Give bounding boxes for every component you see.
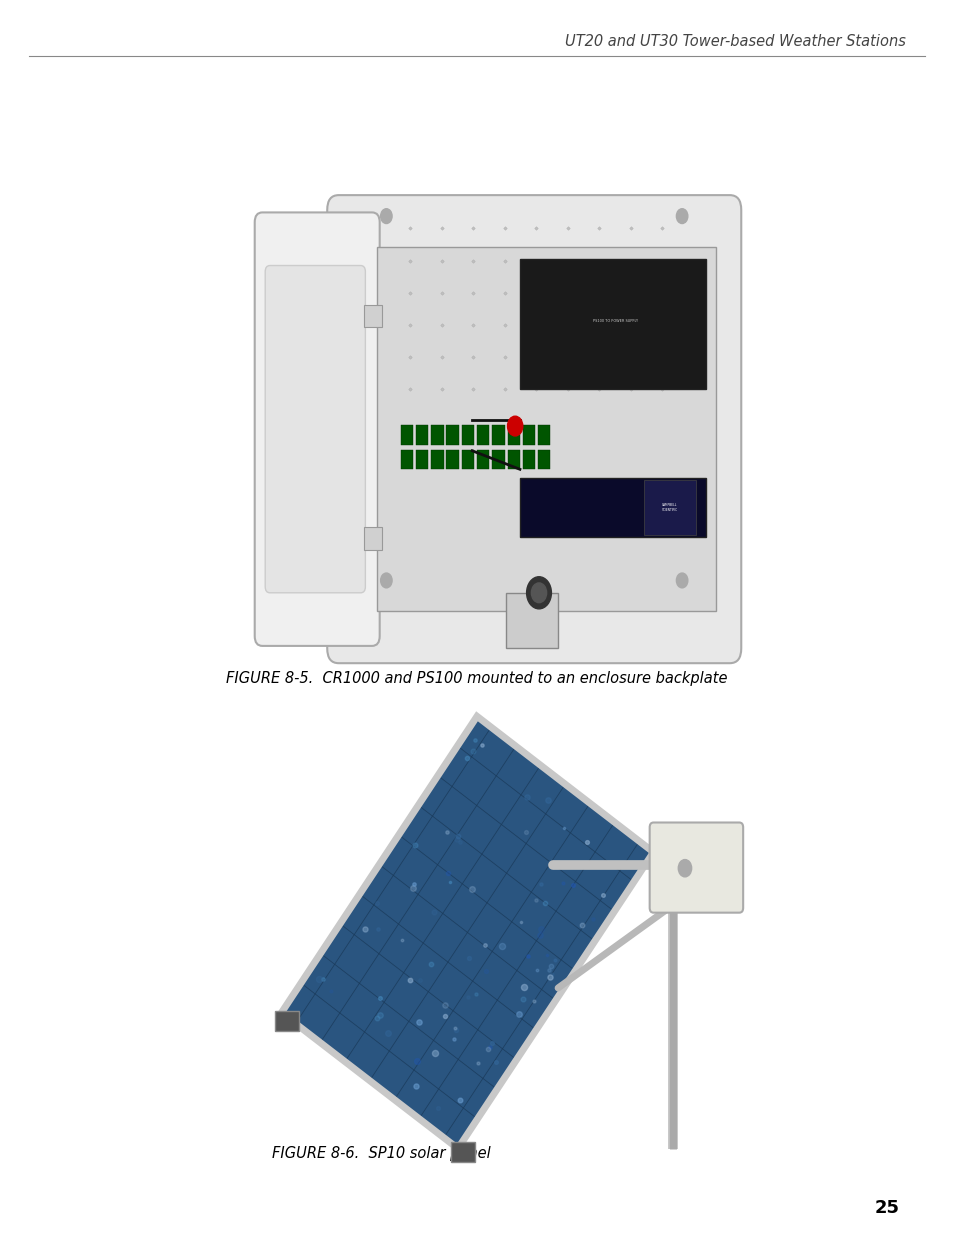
Circle shape — [507, 416, 522, 436]
Circle shape — [676, 573, 687, 588]
Bar — [364, 305, 381, 327]
Bar — [364, 527, 381, 550]
Bar — [274, 1011, 298, 1031]
Text: CAMPBELL
SCIENTIFIC: CAMPBELL SCIENTIFIC — [661, 504, 677, 511]
Bar — [522, 450, 535, 469]
Text: FIGURE 8-6.  SP10 solar panel: FIGURE 8-6. SP10 solar panel — [272, 1146, 490, 1161]
Bar — [431, 425, 443, 445]
Bar — [476, 450, 489, 469]
FancyBboxPatch shape — [327, 195, 740, 663]
Bar — [519, 259, 705, 389]
Bar — [446, 425, 458, 445]
Bar — [376, 247, 715, 611]
FancyBboxPatch shape — [649, 823, 742, 913]
Polygon shape — [281, 716, 653, 1149]
Text: 25: 25 — [874, 1199, 899, 1216]
Bar — [451, 1142, 475, 1162]
Text: PS100 TO POWER SUPPLY: PS100 TO POWER SUPPLY — [592, 319, 638, 324]
Bar — [522, 425, 535, 445]
Bar — [519, 478, 705, 537]
Bar — [492, 425, 504, 445]
Circle shape — [526, 577, 551, 609]
Bar — [507, 425, 519, 445]
Circle shape — [676, 209, 687, 224]
Bar — [537, 425, 550, 445]
Circle shape — [678, 860, 691, 877]
Bar — [461, 450, 474, 469]
Text: UT20 and UT30 Tower-based Weather Stations: UT20 and UT30 Tower-based Weather Statio… — [565, 35, 905, 49]
Bar — [400, 425, 413, 445]
Bar — [643, 480, 696, 535]
Circle shape — [380, 209, 392, 224]
Bar — [431, 450, 443, 469]
Bar — [492, 450, 504, 469]
Bar — [507, 450, 519, 469]
Bar — [416, 425, 428, 445]
Bar — [446, 450, 458, 469]
Circle shape — [531, 583, 546, 603]
Bar — [505, 593, 558, 648]
Bar — [461, 425, 474, 445]
Bar — [476, 425, 489, 445]
FancyBboxPatch shape — [265, 266, 365, 593]
Text: FIGURE 8-5.  CR1000 and PS100 mounted to an enclosure backplate: FIGURE 8-5. CR1000 and PS100 mounted to … — [226, 671, 727, 685]
FancyBboxPatch shape — [254, 212, 379, 646]
Bar — [537, 450, 550, 469]
Circle shape — [380, 573, 392, 588]
Bar — [416, 450, 428, 469]
Bar — [400, 450, 413, 469]
